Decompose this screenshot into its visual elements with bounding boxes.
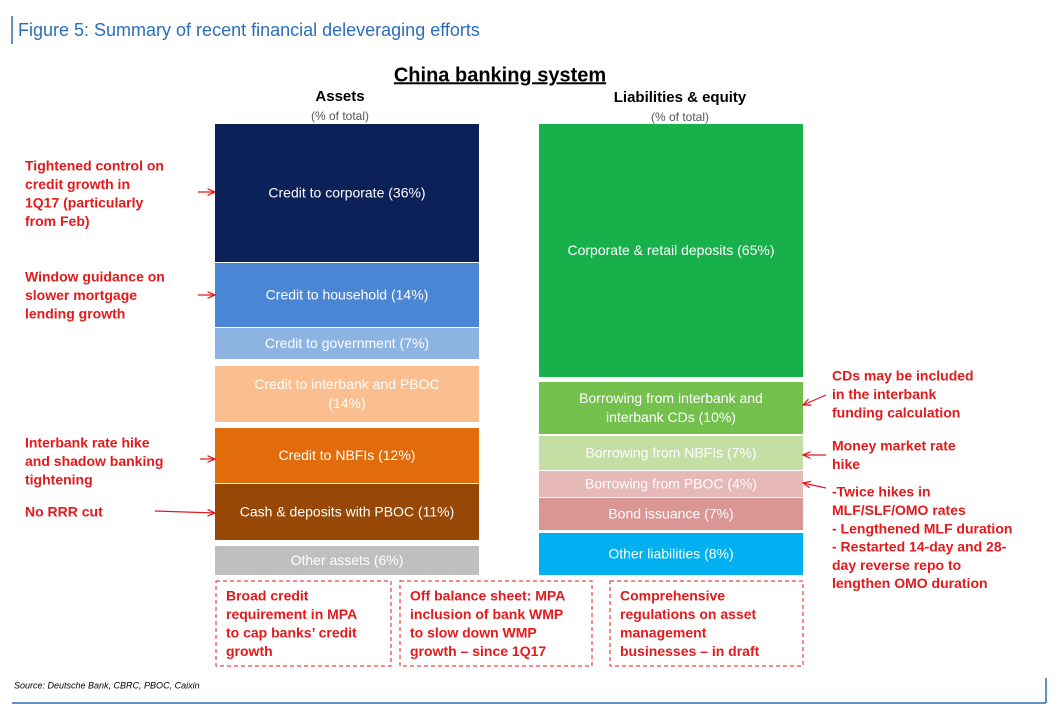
box-text: Off balance sheet: MPA [410,588,565,604]
box-text: management [620,625,707,641]
source: Source: Deutsche Bank, CBRC, PBOC, Caixi… [14,680,200,690]
box-text: Comprehensive [620,588,725,604]
block-label: Cash & deposits with PBOC (11%) [240,504,455,520]
liabilities-unit: (% of total) [651,110,709,124]
block-label: Credit to interbank and PBOC [254,376,439,392]
box-text: requirement in MPA [226,606,357,622]
balance-block [215,484,479,540]
box-text: growth – since 1Q17 [410,643,546,659]
balance-block [215,328,479,359]
balance-block [539,382,803,434]
annotation: lending growth [25,306,125,322]
balance-block [215,546,479,575]
block-label: Other liabilities (8%) [608,546,733,562]
annotation: No RRR cut [25,504,103,520]
block-label: Corporate & retail deposits (65%) [568,242,775,258]
block-label: Other assets (6%) [291,552,404,568]
annotation: tightening [25,472,93,488]
annotation: from Feb) [25,213,90,229]
annotation: Interbank rate hike [25,435,150,451]
block-label: (14%) [328,395,365,411]
annotation: MLF/SLF/OMO rates [832,502,966,518]
policy-box [215,580,392,667]
box-text: to slow down WMP [410,625,537,641]
block-label: Credit to corporate (36%) [268,185,425,201]
block-label: Borrowing from interbank and [579,390,763,406]
box-text: regulations on asset [620,606,756,622]
box-text: Broad credit [226,588,309,604]
arrow [154,511,215,513]
annotation: day reverse repo to [832,557,961,573]
annotation: -Twice hikes in [832,484,931,500]
figure-title: Figure 5: Summary of recent financial de… [18,20,480,40]
balance-block [539,124,803,377]
balance-block [215,428,479,483]
annotation: in the interbank [832,386,936,402]
balance-block [215,366,479,422]
policy-box [609,580,804,667]
assets-unit: (% of total) [311,109,369,123]
box-text: growth [226,643,273,659]
annotation: Money market rate [832,438,956,454]
annotation: funding calculation [832,404,960,420]
liabilities-heading: Liabilities & equity [614,89,747,106]
annotation: slower mortgage [25,287,137,303]
balance-block [539,498,803,530]
annotation: and shadow banking [25,453,163,469]
arrow [803,483,827,489]
arrow [803,394,827,405]
annotation: lengthen OMO duration [832,575,988,591]
balance-block [539,436,803,470]
block-label: interbank CDs (10%) [606,409,736,425]
diagram-title: China banking system [394,64,606,86]
block-label: Borrowing from PBOC (4%) [585,476,757,492]
box-text: businesses – in draft [620,643,760,659]
block-label: Borrowing from NBFIs (7%) [585,445,756,461]
annotation: CDs may be included [832,368,974,384]
assets-heading: Assets [315,88,364,105]
block-label: Credit to NBFIs (12%) [279,447,416,463]
box-text: inclusion of bank WMP [410,606,563,622]
policy-box [399,580,593,667]
block-label: Credit to government (7%) [265,335,429,351]
annotation: hike [832,456,860,472]
balance-block [539,471,803,497]
balance-block [539,533,803,575]
annotation: - Restarted 14-day and 28- [832,539,1007,555]
box-text: to cap banks’ credit [226,625,357,641]
annotation: Window guidance on [25,269,165,285]
annotation: 1Q17 (particularly [25,195,143,211]
block-label: Credit to household (14%) [266,287,429,303]
annotation: Tightened control on [25,158,164,174]
balance-block [215,263,479,327]
annotation: credit growth in [25,176,130,192]
annotation: - Lengthened MLF duration [832,520,1012,536]
balance-block [215,124,479,262]
block-label: Bond issuance (7%) [608,506,733,522]
